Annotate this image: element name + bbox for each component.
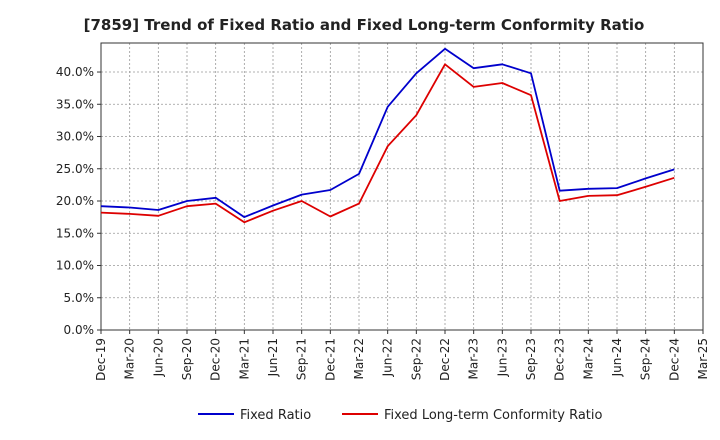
x-tick-label: Mar-22 [352,338,366,379]
x-tick-label: Mar-23 [467,338,481,379]
y-tick-label: 40.0% [56,65,94,79]
x-tick-label: Dec-20 [209,338,223,381]
x-tick-label: Jun-20 [151,338,165,377]
x-tick-label: Sep-24 [639,338,653,380]
x-tick-label: Dec-23 [553,338,567,381]
x-tick-label: Dec-19 [94,338,108,381]
x-tick-label: Sep-22 [409,338,423,380]
x-tick-label: Sep-21 [295,338,309,380]
gridlines [101,43,703,330]
x-tick-label: Mar-25 [696,338,710,379]
y-tick-label: 10.0% [56,259,94,273]
x-tick-label: Sep-23 [524,338,538,380]
series-line-2 [100,63,675,224]
x-tick-label: Jun-21 [266,338,280,377]
y-tick-label: 35.0% [56,97,94,111]
legend: Fixed Ratio Fixed Long-term Conformity Ra… [198,408,603,423]
x-tick-label: Sep-20 [180,338,194,380]
x-tick-label: Dec-22 [438,338,452,381]
legend-label-1: Fixed Ratio [240,408,311,423]
series-line-1 [100,47,675,219]
series-lines [100,47,675,224]
plot-area [100,42,704,331]
x-tick-label: Mar-20 [123,338,137,379]
y-tick-label: 0.0% [64,323,95,337]
x-tick-label: Dec-24 [667,338,681,381]
x-tick-label: Dec-21 [323,338,337,381]
y-tick-label: 5.0% [64,291,95,305]
y-tick-label: 20.0% [56,194,94,208]
y-axis: 0.0% 5.0% 10.0% 15.0% 20.0% 25.0% 30.0% 35.0% 40… [56,65,101,337]
y-tick-label: 30.0% [56,130,94,144]
chart-title: [7859] Trend of Fixed Ratio and Fixed Lo… [84,16,645,34]
x-tick-label: Mar-24 [581,338,595,379]
x-tick-label: Mar-21 [237,338,251,379]
x-tick-label: Jun-22 [381,338,395,377]
legend-label-2: Fixed Long-term Conformity Ratio [384,408,603,423]
x-axis: Dec-19 Mar-20 Jun-20 Sep-20 Dec-20 Mar-21 Jun-… [94,330,710,381]
x-tick-label: Jun-23 [495,338,509,377]
y-tick-label: 15.0% [56,226,94,240]
x-tick-label: Jun-24 [610,338,624,377]
y-tick-label: 25.0% [56,162,94,176]
